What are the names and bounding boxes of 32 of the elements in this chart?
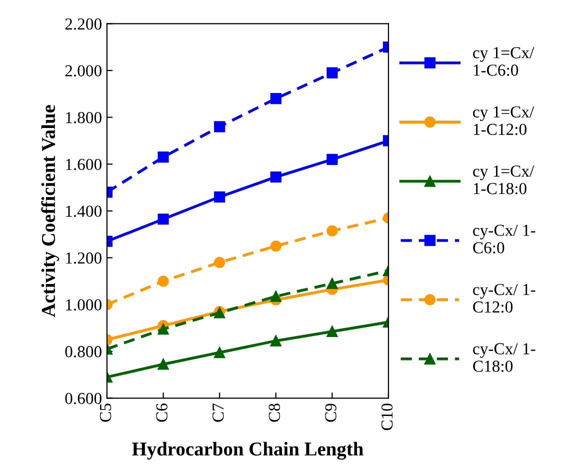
legend-label: cy-Cx/ 1- C12:0 [473, 284, 536, 313]
x-tick-label: C7 [212, 404, 224, 422]
y-tick-label: 1.800 [66, 112, 102, 124]
y-tick-label: 1.200 [66, 252, 102, 264]
y-axis-title: Activity Coefficient Value [41, 105, 60, 318]
x-tick-label: C5 [100, 404, 112, 422]
y-tick-label: 0.600 [65, 392, 102, 404]
y-tick-label: 1.400 [66, 206, 102, 217]
legend-label: cy 1=Cx/ 1-C12:0 [473, 106, 534, 136]
point [270, 240, 282, 252]
point [214, 256, 226, 268]
legend-label: cy-Cx/ 1- C18:0 [473, 343, 536, 372]
y-tick-label: 1.000 [66, 299, 102, 311]
point [270, 171, 282, 183]
y-tick-label: 0.800 [65, 346, 102, 358]
point [214, 346, 226, 358]
point [270, 93, 282, 104]
x-axis-title: Hydrocarbon Chain Length [132, 442, 364, 460]
legend-label: cy 1=Cx/ 1-C18:0 [473, 166, 534, 194]
x-tick-label: C10 [381, 404, 393, 430]
y-tick-label: 2.000 [65, 65, 102, 77]
x-tick-label: C8 [268, 404, 280, 422]
y-tick-label: 2.200 [65, 18, 102, 30]
legend-label: cy-Cx/ 1- C6:0 [473, 224, 536, 254]
y-tick-label: 1.600 [66, 158, 102, 170]
point [270, 290, 282, 302]
legend-label: cy 1=Cx/ 1-C6:0 [473, 47, 534, 76]
x-tick-label: C9 [325, 404, 336, 422]
point [214, 121, 226, 132]
x-tick-label: C6 [156, 404, 168, 422]
point [214, 191, 226, 202]
point [270, 335, 282, 346]
